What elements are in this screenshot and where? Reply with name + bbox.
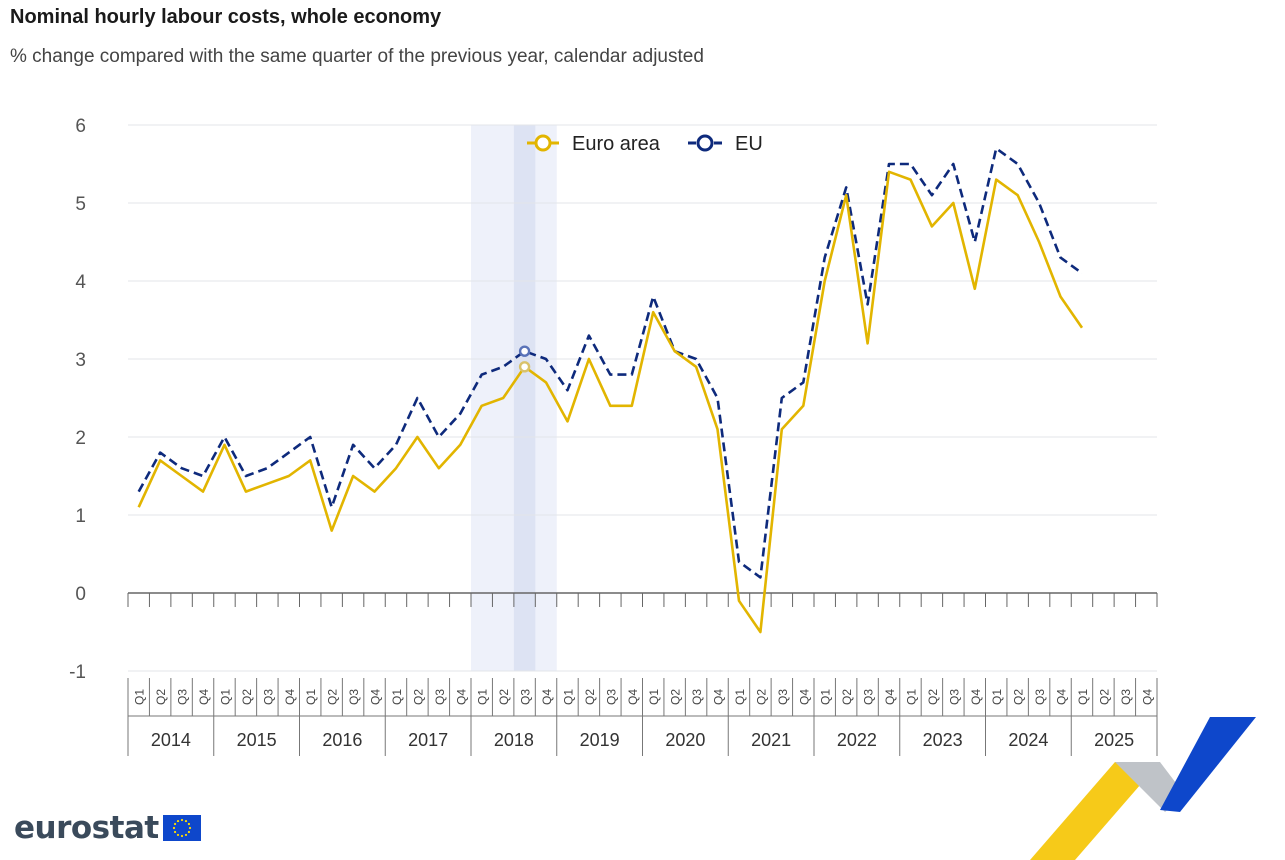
- x-tick-label-year: 2019: [580, 730, 620, 750]
- data-point: [520, 362, 529, 371]
- x-tick-label-quarter: Q3: [519, 689, 533, 705]
- x-tick-label-year: 2015: [237, 730, 277, 750]
- y-tick-label: -1: [69, 662, 86, 683]
- x-tick-label-quarter: Q3: [862, 689, 876, 705]
- x-tick-label-quarter: Q2: [583, 689, 597, 705]
- x-tick-label-quarter: Q4: [454, 689, 468, 705]
- y-tick-label: 2: [75, 428, 86, 449]
- x-tick-label-quarter: Q2: [411, 689, 425, 705]
- x-tick-label-quarter: Q3: [261, 689, 275, 705]
- x-tick-label-quarter: Q3: [604, 689, 618, 705]
- x-tick-label-quarter: Q4: [712, 689, 726, 705]
- x-tick-label-quarter: Q1: [476, 689, 490, 705]
- brand-stripes-graphic: [1020, 710, 1270, 860]
- x-tick-label-quarter: Q4: [797, 689, 811, 705]
- x-tick-label-year: 2016: [322, 730, 362, 750]
- x-tick-label-year: 2020: [665, 730, 705, 750]
- x-tick-label-quarter: Q3: [947, 689, 961, 705]
- x-tick-label-quarter: Q2: [1097, 689, 1111, 705]
- legend-label-eu: EU: [735, 133, 763, 155]
- x-tick-label-quarter: Q2: [840, 689, 854, 705]
- y-tick-label: 0: [75, 584, 86, 605]
- x-tick-label-quarter: Q3: [690, 689, 704, 705]
- x-tick-label-quarter: Q4: [540, 689, 554, 705]
- x-tick-label-quarter: Q1: [561, 689, 575, 705]
- x-tick-label-quarter: Q3: [776, 689, 790, 705]
- x-tick-label-quarter: Q4: [283, 689, 297, 705]
- x-tick-label-quarter: Q3: [347, 689, 361, 705]
- x-tick-label-quarter: Q4: [369, 689, 383, 705]
- x-tick-label-quarter: Q2: [669, 689, 683, 705]
- y-tick-label: 5: [75, 194, 86, 215]
- legend-marker-eu: [698, 136, 712, 150]
- x-tick-label-quarter: Q1: [904, 689, 918, 705]
- x-tick-label-quarter: Q2: [754, 689, 768, 705]
- x-tick-label-quarter: Q3: [433, 689, 447, 705]
- x-tick-label-year: 2023: [923, 730, 963, 750]
- line-chart: -1 0 1 2 3 4 5 6 Q1 Q2 Q3 Q4 Q1 Q2 Q3 Q4 Q1 Q2 Q3 Q4 Q1 Q2 Q3 Q…: [0, 0, 1285, 800]
- x-tick-label-year: 2014: [151, 730, 191, 750]
- x-tick-label-year: 2017: [408, 730, 448, 750]
- x-tick-label-quarter: Q1: [390, 689, 404, 705]
- x-tick-label-quarter: Q3: [176, 689, 190, 705]
- eu-flag-icon: [163, 815, 201, 841]
- series-line-euro-area: [139, 172, 1082, 632]
- x-tick-label-quarter: Q4: [626, 689, 640, 705]
- x-tick-label-quarter: Q4: [197, 689, 211, 705]
- x-tick-label-year: 2022: [837, 730, 877, 750]
- x-tick-label-quarter: Q1: [304, 689, 318, 705]
- x-tick-label-quarter: Q4: [1055, 689, 1069, 705]
- y-tick-label: 4: [75, 272, 86, 293]
- legend: Euro area EU: [527, 133, 763, 155]
- highlight-quarter-column: [514, 125, 535, 671]
- eurostat-logo: eurostat: [14, 810, 201, 846]
- x-tick-label-year: 2018: [494, 730, 534, 750]
- logo-text: eurostat: [14, 810, 159, 846]
- x-tick-label-quarter: Q2: [240, 689, 254, 705]
- x-tick-label-quarter: Q2: [326, 689, 340, 705]
- x-tick-label-quarter: Q2: [154, 689, 168, 705]
- x-tick-label-quarter: Q1: [133, 689, 147, 705]
- x-tick-label-quarter: Q3: [1119, 689, 1133, 705]
- x-tick-label-quarter: Q4: [883, 689, 897, 705]
- x-tick-label-quarter: Q1: [819, 689, 833, 705]
- x-tick-label-quarter: Q1: [990, 689, 1004, 705]
- x-tick-label-quarter: Q2: [926, 689, 940, 705]
- x-tick-label-quarter: Q4: [969, 689, 983, 705]
- y-tick-label: 3: [75, 350, 86, 371]
- legend-marker-euro-area: [536, 136, 550, 150]
- x-tick-label-year: 2021: [751, 730, 791, 750]
- data-point: [520, 347, 529, 356]
- x-tick-label-quarter: Q1: [218, 689, 232, 705]
- x-tick-label-quarter: Q1: [1076, 689, 1090, 705]
- x-tick-label-quarter: Q1: [647, 689, 661, 705]
- x-tick-label-quarter: Q2: [1012, 689, 1026, 705]
- x-tick-label-quarter: Q2: [497, 689, 511, 705]
- y-tick-label: 1: [75, 506, 86, 527]
- y-tick-label: 6: [75, 116, 86, 137]
- x-tick-label-quarter: Q4: [1140, 689, 1154, 705]
- x-tick-label-quarter: Q3: [1033, 689, 1047, 705]
- legend-label-euro-area: Euro area: [572, 133, 661, 155]
- x-tick-label-quarter: Q1: [733, 689, 747, 705]
- series-line-eu: [139, 148, 1082, 577]
